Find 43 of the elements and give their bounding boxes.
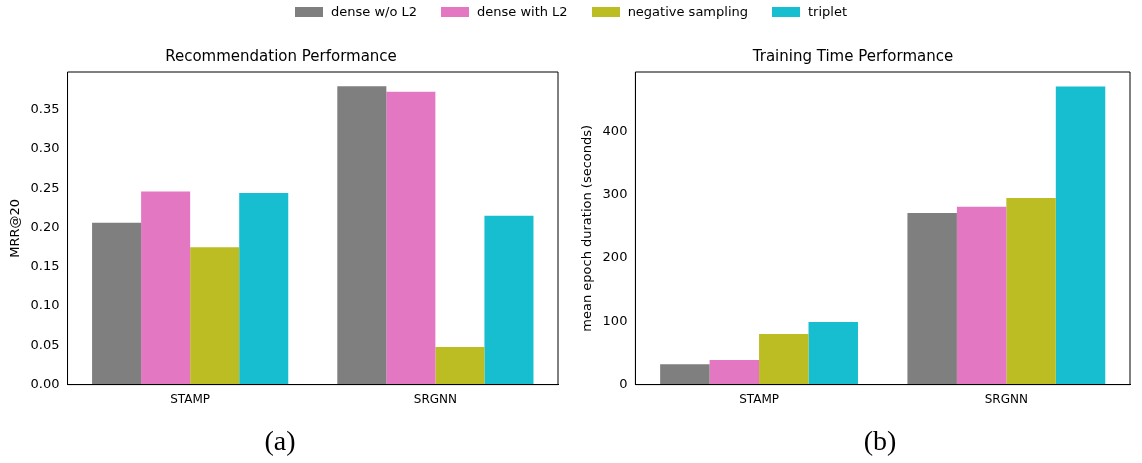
bar — [1006, 197, 1056, 385]
text: (a) — [264, 425, 296, 457]
bar — [808, 321, 858, 385]
y-axis-title: mean epoch duration (seconds) — [579, 124, 595, 332]
y-tick-label: 200 — [602, 249, 628, 265]
bar — [190, 247, 240, 385]
bar — [92, 222, 142, 385]
x-tick-label: SRGNN — [984, 391, 1028, 406]
legend-label: dense w/o L2 — [330, 4, 417, 19]
bar — [907, 213, 957, 385]
y-tick-label: 300 — [602, 186, 628, 202]
bar — [709, 359, 760, 385]
y-tick-label: 0.10 — [30, 297, 60, 313]
bar — [484, 215, 534, 385]
y-tick-label: 0.20 — [30, 218, 60, 234]
y-tick-label: 0 — [619, 375, 628, 391]
bar — [239, 192, 289, 385]
bar — [386, 91, 436, 385]
y-tick-label: 400 — [602, 122, 628, 138]
bar — [956, 206, 1007, 385]
x-tick-label: SRGNN — [413, 391, 457, 406]
y-tick-label: 0.30 — [30, 140, 60, 156]
bar — [337, 86, 387, 385]
chart-title: Training Time Performance — [751, 46, 954, 65]
bar — [1055, 86, 1106, 385]
y-tick-label: 0.15 — [30, 258, 60, 274]
y-axis-title: MRR@20 — [7, 198, 23, 258]
bar — [141, 191, 191, 385]
y-tick-label: 0.05 — [30, 336, 60, 352]
x-tick-label: STAMP — [739, 391, 779, 406]
bar — [435, 346, 485, 385]
bar — [759, 333, 809, 385]
bar — [660, 364, 710, 385]
legend-label: dense with L2 — [477, 4, 568, 19]
x-tick-label: STAMP — [170, 391, 211, 406]
legend-label: negative sampling — [627, 4, 748, 19]
y-tick-label: 0.35 — [30, 101, 60, 117]
y-tick-label: 0.25 — [30, 179, 60, 195]
legend-label: triplet — [807, 4, 847, 19]
chart-title: Recommendation Performance — [165, 46, 397, 65]
y-tick-label: 100 — [602, 312, 628, 328]
text: (b) — [863, 425, 897, 457]
y-tick-label: 0.00 — [30, 375, 60, 391]
